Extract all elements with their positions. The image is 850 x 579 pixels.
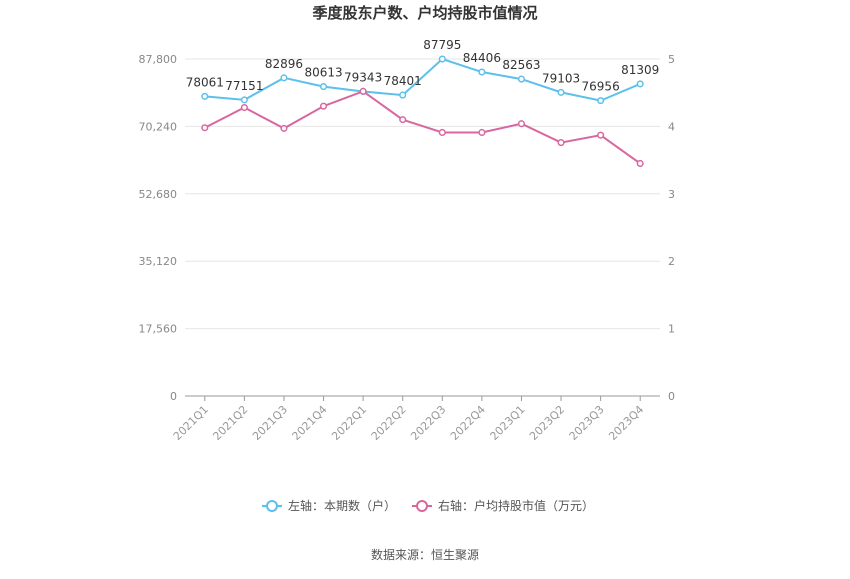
legend-label: 左轴：本期数（户） bbox=[288, 498, 396, 513]
data-label: 78061 bbox=[186, 75, 224, 89]
right-axis-tick-label: 1 bbox=[668, 323, 675, 336]
left-axis-tick-label: 17,560 bbox=[139, 323, 178, 336]
left-axis-tick-label: 52,680 bbox=[139, 188, 178, 201]
holders-point bbox=[636, 80, 644, 88]
x-axis-tick-label: 2023Q4 bbox=[606, 403, 646, 443]
x-axis-tick-label: 2022Q2 bbox=[369, 403, 409, 443]
x-axis-tick-label: 2023Q3 bbox=[567, 403, 607, 443]
left-axis-tick-label: 0 bbox=[170, 390, 177, 403]
data-label: 82563 bbox=[502, 58, 540, 72]
x-axis-tick-label: 2023Q1 bbox=[488, 403, 528, 443]
x-axis-tick-label: 2021Q1 bbox=[171, 403, 211, 443]
right-axis-tick-label: 2 bbox=[668, 255, 675, 268]
legend-marker bbox=[266, 500, 278, 512]
x-axis-tick-label: 2021Q2 bbox=[210, 403, 250, 443]
holders-point bbox=[201, 92, 209, 100]
x-axis-tick-label: 2022Q3 bbox=[408, 403, 448, 443]
left-axis-tick-label: 70,240 bbox=[139, 120, 178, 133]
avg-value-point bbox=[597, 131, 605, 139]
avg-value-point bbox=[557, 139, 565, 147]
legend-label: 右轴：户均持股市值（万元） bbox=[438, 498, 594, 513]
right-axis-tick-label: 4 bbox=[668, 120, 675, 133]
avg-value-point bbox=[359, 87, 367, 95]
data-label: 80613 bbox=[304, 66, 342, 80]
holders-point bbox=[438, 55, 446, 63]
data-label: 81309 bbox=[621, 63, 659, 77]
legend-item-holders: 左轴：本期数（户） bbox=[262, 498, 396, 513]
axis-layer: 0 17,560 35,120 52,680 70,240 87,800 0 1 2 3 4 5 202… bbox=[139, 53, 676, 443]
avg-value-point bbox=[240, 103, 248, 112]
data-label: 87795 bbox=[423, 38, 461, 52]
series-layer bbox=[201, 55, 644, 168]
x-axis-tick-label: 2023Q2 bbox=[527, 403, 567, 443]
data-label: 84406 bbox=[463, 51, 501, 65]
right-axis-tick-label: 3 bbox=[668, 188, 675, 201]
holders-point bbox=[280, 74, 288, 82]
data-label: 78401 bbox=[384, 74, 422, 88]
holders-point bbox=[319, 83, 328, 91]
holders-point bbox=[478, 68, 486, 76]
holders-point bbox=[597, 97, 605, 105]
chart-source: 数据来源：恒生聚源 bbox=[371, 547, 479, 562]
avg-value-point bbox=[201, 124, 209, 132]
series-line-avg-value bbox=[204, 90, 641, 165]
legend-marker bbox=[416, 500, 428, 512]
legend-item-avg-value: 右轴：户均持股市值（万元） bbox=[412, 498, 594, 513]
grid-layer bbox=[185, 58, 660, 330]
right-axis-tick-label: 0 bbox=[668, 390, 675, 403]
data-label: 77151 bbox=[225, 79, 263, 93]
avg-value-point bbox=[478, 128, 486, 137]
holders-point bbox=[399, 91, 407, 99]
legend: 左轴：本期数（户） 右轴：户均持股市值（万元） bbox=[262, 498, 594, 513]
x-axis-tick-label: 2022Q1 bbox=[329, 403, 369, 443]
data-label: 79343 bbox=[344, 70, 382, 84]
data-label: 76956 bbox=[582, 80, 620, 94]
holders-point bbox=[240, 96, 248, 104]
series-line-holders bbox=[204, 57, 641, 102]
x-axis-tick-label: 2021Q4 bbox=[290, 403, 330, 443]
data-label: 82896 bbox=[265, 57, 303, 71]
right-axis-tick-label: 5 bbox=[668, 53, 675, 66]
left-axis-tick-label: 35,120 bbox=[139, 255, 178, 268]
left-axis-tick-label: 87,800 bbox=[139, 53, 178, 66]
avg-value-point bbox=[280, 124, 288, 132]
x-axis-tick-label: 2022Q4 bbox=[448, 403, 488, 443]
chart-title: 季度股东户数、户均持股市值情况 bbox=[312, 4, 537, 22]
x-axis-tick-label: 2021Q3 bbox=[250, 403, 290, 443]
avg-value-point bbox=[517, 120, 526, 128]
avg-value-point bbox=[636, 159, 644, 168]
avg-value-point bbox=[438, 128, 446, 137]
avg-value-point bbox=[319, 102, 328, 110]
holders-point bbox=[557, 88, 565, 96]
avg-value-point bbox=[399, 116, 407, 124]
holders-point bbox=[517, 75, 526, 83]
data-label: 79103 bbox=[542, 71, 580, 85]
